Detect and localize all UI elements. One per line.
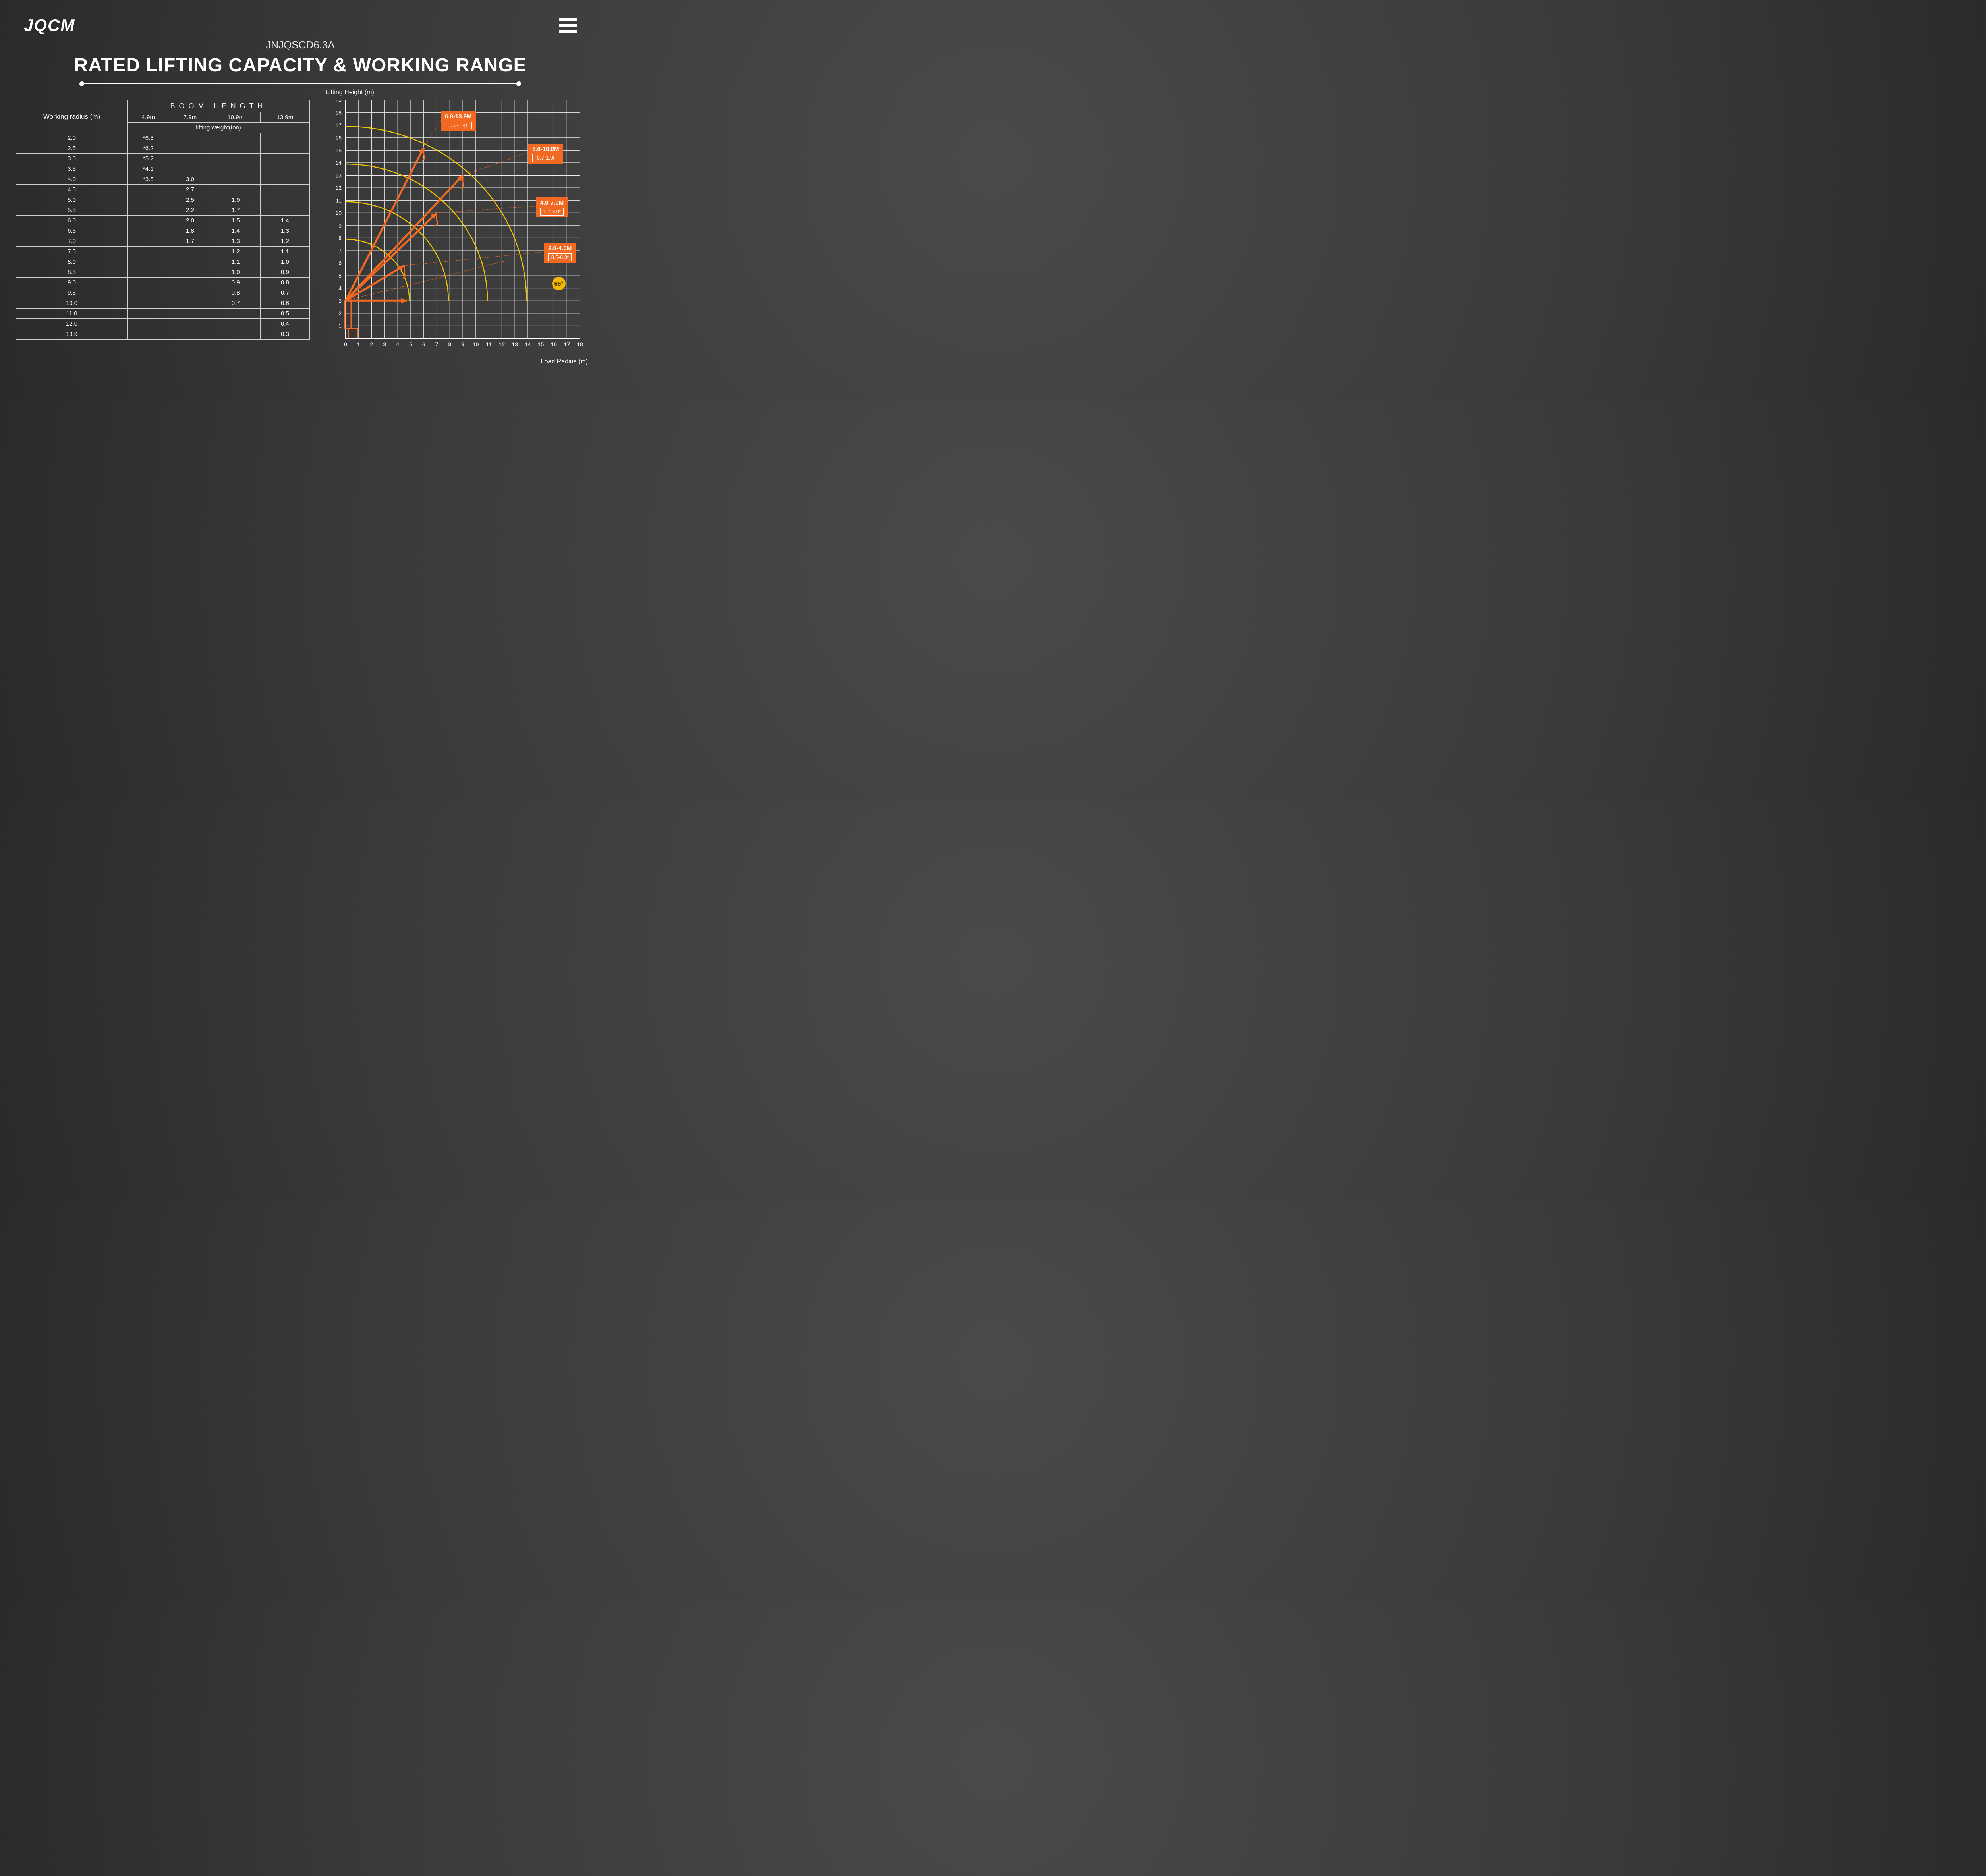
table-row: 4.0*3.53.0 [16,174,310,185]
svg-text:17: 17 [564,341,570,347]
svg-text:12: 12 [499,341,505,347]
page-title: RATED LIFTING CAPACITY & WORKING RANGE [0,54,601,76]
boom-col-2: 10.9m [211,112,260,123]
table-row: 6.51.81.41.3 [16,226,310,236]
table-row: 4.52.7 [16,185,310,195]
svg-text:10: 10 [335,210,342,216]
table-row: 3.0*5.2 [16,154,310,164]
svg-text:11: 11 [336,197,342,204]
menu-icon[interactable] [559,18,577,33]
svg-text:1: 1 [338,322,342,329]
svg-text:4: 4 [338,285,342,291]
y-axis-title: Lifting Height (m) [326,89,374,96]
svg-text:9: 9 [338,222,342,229]
svg-text:1: 1 [357,341,360,347]
svg-text:12: 12 [335,185,342,191]
table-row: 8.01.11.0 [16,257,310,267]
svg-text:16: 16 [335,135,342,141]
boom-col-3: 13.9m [260,112,309,123]
table-row: 5.52.21.7 [16,205,310,216]
table-row: 11.00.5 [16,309,310,319]
svg-text:7: 7 [338,247,342,254]
svg-text:8: 8 [338,235,342,241]
row-header: Working radius (m) [16,100,128,133]
svg-text:19: 19 [335,100,342,103]
svg-text:0: 0 [344,341,347,347]
svg-text:15: 15 [538,341,544,347]
table-row: 2.5*6.2 [16,143,310,154]
svg-text:11: 11 [486,341,492,347]
svg-text:7: 7 [435,341,439,347]
table-row: 9.00.90.8 [16,278,310,288]
svg-text:16: 16 [551,341,557,347]
table-row: 10.00.70.6 [16,298,310,309]
table-row: 9.50.80.7 [16,288,310,298]
logo: JQCM [24,16,75,35]
svg-text:13: 13 [512,341,518,347]
boom-col-0: 4.9m [128,112,169,123]
svg-text:3: 3 [338,297,342,304]
callout-1: 5.0-10.0M0.7-1.9t [528,144,563,164]
svg-text:18: 18 [335,110,342,116]
svg-text:14: 14 [335,160,342,166]
svg-text:18: 18 [577,341,583,347]
boom-header: BOOM LENGTH [128,100,310,112]
svg-text:6: 6 [338,260,342,266]
table-row: 7.01.71.31.2 [16,236,310,247]
svg-text:17: 17 [335,122,342,128]
capacity-table: Working radius (m) BOOM LENGTH 4.9m7.9m1… [16,100,310,362]
divider [82,83,519,84]
sub-header: lifting weight(ton) [128,123,310,133]
range-chart: Lifting Height (m) 012345678910111213141… [326,100,588,362]
svg-text:13: 13 [335,172,342,178]
angle-badge: 65° [552,277,566,290]
svg-text:15: 15 [335,147,342,153]
table-row: 5.02.51.9 [16,195,310,205]
svg-text:2: 2 [370,341,373,347]
callout-3: 2.0-4.0M3.5-6.3t [544,243,576,263]
x-axis-title: Load Radius (m) [541,358,588,365]
callout-2: 4.0-7.0M1.7-3.0t [536,197,568,217]
callout-0: 6.0-13.9M0.3-1.4t [441,111,476,131]
svg-text:6: 6 [422,341,425,347]
svg-text:10: 10 [473,341,479,347]
svg-text:8: 8 [448,341,451,347]
table-row: 7.51.21.1 [16,247,310,257]
svg-text:9: 9 [461,341,464,347]
model-number: JNJQSCD6.3A [0,39,601,51]
table-row: 2.0*6.3 [16,133,310,143]
svg-text:14: 14 [525,341,531,347]
boom-col-1: 7.9m [169,112,211,123]
table-row: 6.02.01.51.4 [16,216,310,226]
svg-text:5: 5 [338,272,342,279]
svg-text:3: 3 [383,341,386,347]
table-row: 3.5*4.1 [16,164,310,174]
svg-text:2: 2 [338,310,342,317]
table-row: 12.00.4 [16,319,310,329]
table-row: 13.90.3 [16,329,310,340]
svg-text:4: 4 [396,341,399,347]
table-row: 8.51.00.9 [16,267,310,278]
svg-text:5: 5 [409,341,412,347]
